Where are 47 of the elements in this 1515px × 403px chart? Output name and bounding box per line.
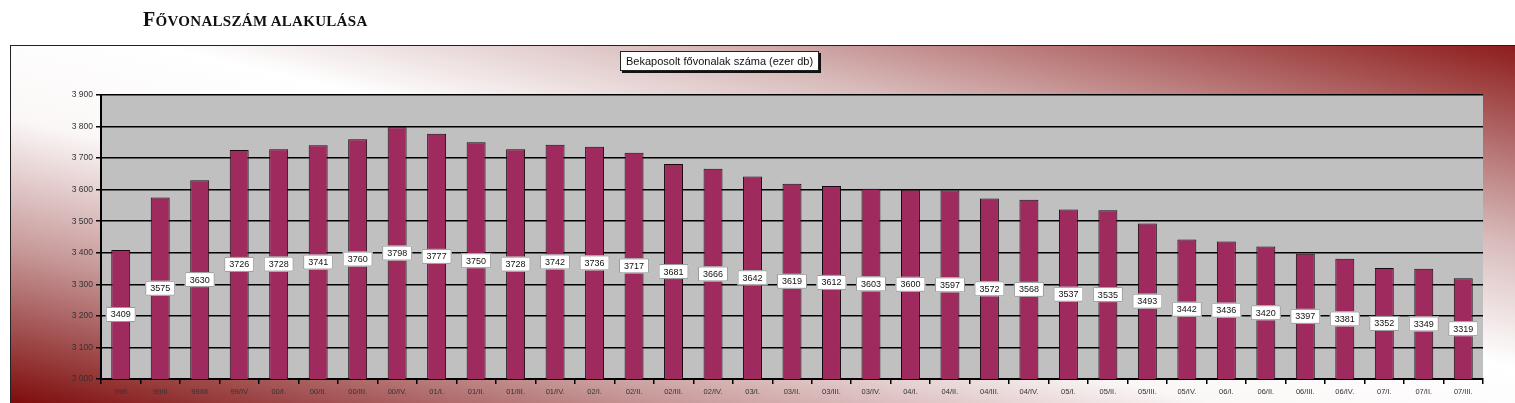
y-tick-label: 3 900 [71,89,94,100]
y-tick-label: 3 500 [71,215,94,226]
y-tick-label: 3 700 [71,152,94,163]
data-label: 3630 [189,274,210,285]
data-label: 3436 [1216,305,1237,316]
data-label: 3493 [1137,296,1158,307]
data-label: 3741 [308,257,329,268]
data-label: 3442 [1176,304,1197,315]
data-label: 3603 [860,278,881,289]
data-label: 3750 [466,255,487,266]
data-label: 3381 [1334,313,1355,324]
data-label: 3535 [1097,289,1118,300]
data-label: 3728 [268,259,289,270]
data-label: 3728 [505,259,526,270]
data-label: 3736 [584,257,605,268]
data-label: 3537 [1058,289,1079,300]
data-label: 3420 [1255,307,1276,318]
data-label: 3572 [979,283,1000,294]
data-label: 3798 [387,248,408,259]
data-label: 3777 [426,251,447,262]
data-label: 3612 [821,277,842,288]
y-tick-label: 3 300 [71,278,94,289]
data-label: 3409 [110,309,131,320]
y-tick-label: 3 000 [71,373,94,384]
data-label: 3642 [742,272,763,283]
data-label: 3352 [1374,318,1395,329]
y-tick-label: 3 200 [71,310,94,321]
data-label: 3742 [545,256,566,267]
data-label: 3681 [663,266,684,277]
chart-subtitle: Bekaposolt fővonalak száma (ezer db) [620,51,820,71]
data-label: 3717 [624,260,645,271]
y-tick-label: 3 800 [71,120,94,131]
data-label: 3726 [229,259,250,270]
data-label: 3397 [1295,311,1316,322]
data-label: 3619 [781,276,803,287]
data-label: 3600 [900,279,921,290]
data-label: 3575 [150,283,171,294]
data-label: 3349 [1413,318,1434,329]
data-label: 3666 [703,268,724,279]
chart-title: FŐVONALSZÁM ALAKULÁSA [143,8,368,31]
y-tick-label: 3 600 [71,184,94,195]
y-tick-label: 3 400 [71,247,94,258]
data-label: 3319 [1453,323,1474,334]
data-label: 3597 [939,279,960,290]
y-tick-label: 3 100 [71,341,94,352]
data-label: 3568 [1018,284,1039,295]
data-label: 3760 [347,254,368,265]
